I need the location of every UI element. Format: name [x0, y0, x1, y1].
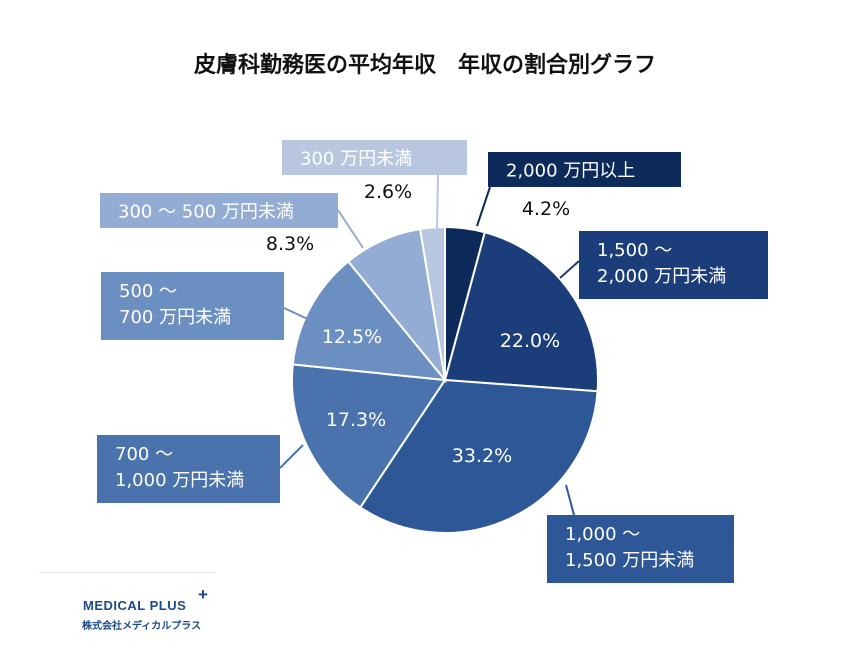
slice-percent-label: 12.5% — [322, 326, 382, 348]
callout-box — [101, 272, 284, 340]
slice-percent-label: 2.6% — [364, 181, 412, 203]
leader-line — [279, 444, 304, 469]
callout-box — [282, 140, 467, 175]
pie-slice — [443, 231, 599, 393]
logo-plus-icon: + — [198, 585, 208, 604]
slice-label: 500 〜 — [119, 281, 177, 302]
slice-label: 1,500 万円未満 — [565, 550, 694, 571]
slice-label: 300 万円未満 — [300, 149, 412, 170]
slice-percent-label: 33.2% — [452, 445, 512, 467]
logo-panel — [38, 572, 216, 635]
slice-label: 1,000 万円未満 — [115, 470, 244, 491]
pie-slice — [291, 260, 448, 382]
leader-line — [559, 260, 580, 279]
leader-line — [337, 209, 364, 249]
leader-line — [565, 484, 575, 516]
callout-box — [579, 231, 768, 299]
slice-label: 1,500 〜 — [597, 240, 672, 261]
slice-label: 700 万円未満 — [119, 307, 231, 328]
pie-slice — [291, 363, 447, 509]
slice-percent-label: 22.0% — [500, 330, 560, 352]
logo-wordmark: MEDICAL PLUS — [83, 598, 187, 613]
slice-percent-label: 4.2% — [522, 198, 570, 220]
leader-line — [476, 186, 491, 227]
leader-line — [283, 307, 313, 322]
leader-line — [436, 174, 439, 229]
callout-box — [97, 435, 280, 503]
slice-label: 300 〜 500 万円未満 — [118, 202, 294, 223]
slice-percent-label: 17.3% — [326, 409, 386, 431]
callout-box — [547, 515, 734, 583]
chart-title: 皮膚科勤務医の平均年収 年収の割合別グラフ — [194, 52, 656, 78]
logo-company-name: 株式会社メディカルプラス — [82, 621, 202, 632]
pie-slice — [418, 225, 446, 381]
slice-label: 700 〜 — [115, 444, 173, 465]
callout-box — [100, 193, 338, 228]
callout-box — [488, 152, 681, 187]
slice-label: 2,000 万円以上 — [506, 161, 635, 182]
slice-percent-label: 8.3% — [266, 233, 314, 255]
slice-label: 1,000 〜 — [565, 524, 640, 545]
slice-label: 2,000 万円未満 — [597, 266, 726, 287]
